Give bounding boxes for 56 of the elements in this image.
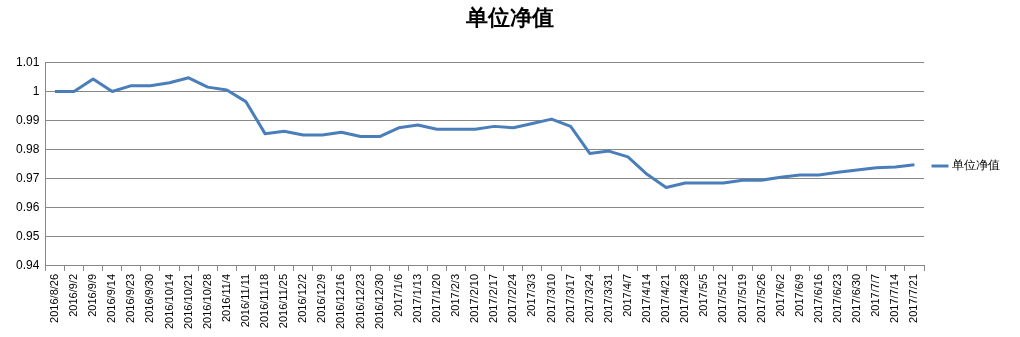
x-tick-label: 2017/2/3 <box>449 273 462 317</box>
x-tick-label: 2016/12/23 <box>353 273 366 330</box>
x-tick-label: 2017/3/24 <box>582 273 595 323</box>
x-tick-label: 2017/2/10 <box>468 273 481 323</box>
x-tick-label: 2016/10/21 <box>181 273 194 330</box>
y-tick-label: 0.97 <box>16 171 40 186</box>
x-tick-label: 2017/4/21 <box>659 273 672 323</box>
x-tick-label: 2017/4/7 <box>620 273 633 317</box>
x-tick-label: 2017/5/26 <box>754 273 767 323</box>
x-tick-label: 2016/11/18 <box>258 273 271 329</box>
x-tick-label: 2016/9/14 <box>105 273 118 323</box>
x-tick-label: 2017/5/12 <box>716 273 729 323</box>
x-tick-label: 2016/12/16 <box>334 273 347 330</box>
x-tick-label: 2016/9/30 <box>143 273 156 323</box>
x-tick-label: 2017/6/30 <box>850 273 863 323</box>
x-tick-label: 2017/6/9 <box>792 273 805 317</box>
x-tick-label: 2017/3/3 <box>525 273 538 317</box>
chart-title: 单位净值 <box>465 5 554 31</box>
y-tick-label: 1.01 <box>16 54 40 69</box>
legend-label: 单位净值 <box>952 158 1000 173</box>
x-tick-label: 2016/11/25 <box>277 273 290 329</box>
x-tick-label: 2017/7/21 <box>907 273 920 323</box>
x-tick-label: 2016/11/4 <box>219 273 232 323</box>
x-tick-label: 2017/4/14 <box>640 273 653 323</box>
y-tick-label: 0.95 <box>16 229 40 244</box>
x-tick-label: 2017/2/24 <box>506 273 519 323</box>
x-tick-label: 2017/1/6 <box>391 273 404 317</box>
x-tick-label: 2016/8/26 <box>47 273 60 323</box>
y-tick-label: 1 <box>32 83 40 98</box>
x-tick-label: 2017/6/16 <box>811 273 824 323</box>
x-tick-label: 2016/9/2 <box>67 273 80 317</box>
x-tick-label: 2016/12/2 <box>296 273 309 323</box>
y-tick-label: 0.94 <box>16 258 40 273</box>
x-tick-label: 2017/4/28 <box>678 273 691 323</box>
x-tick-label: 2016/11/11 <box>238 273 251 328</box>
x-tick-label: 2016/10/28 <box>200 273 213 330</box>
x-tick-label: 2017/1/13 <box>410 273 423 323</box>
y-tick-label: 0.96 <box>16 200 40 215</box>
x-tick-label: 2017/5/5 <box>697 273 710 317</box>
x-tick-label: 2016/10/14 <box>162 273 175 330</box>
y-tick-label: 0.99 <box>16 112 40 127</box>
x-tick-label: 2017/3/17 <box>563 273 576 323</box>
x-tick-label: 2017/2/17 <box>487 273 500 323</box>
x-tick-label: 2017/7/14 <box>888 273 901 323</box>
x-tick-label: 2017/5/19 <box>735 273 748 323</box>
x-tick-label: 2016/12/9 <box>315 273 328 323</box>
x-tick-label: 2017/6/23 <box>831 273 844 323</box>
x-tick-label: 2017/3/31 <box>601 273 614 323</box>
x-tick-label: 2017/6/2 <box>773 273 786 317</box>
x-tick-label: 2016/9/23 <box>124 273 137 323</box>
y-tick-label: 0.98 <box>16 141 40 156</box>
x-tick-label: 2016/9/9 <box>86 273 99 317</box>
x-tick-label: 2017/1/20 <box>429 273 442 323</box>
x-tick-label: 2016/12/30 <box>372 273 385 330</box>
x-tick-label: 2017/3/10 <box>544 273 557 323</box>
x-tick-label: 2017/7/7 <box>869 273 882 317</box>
